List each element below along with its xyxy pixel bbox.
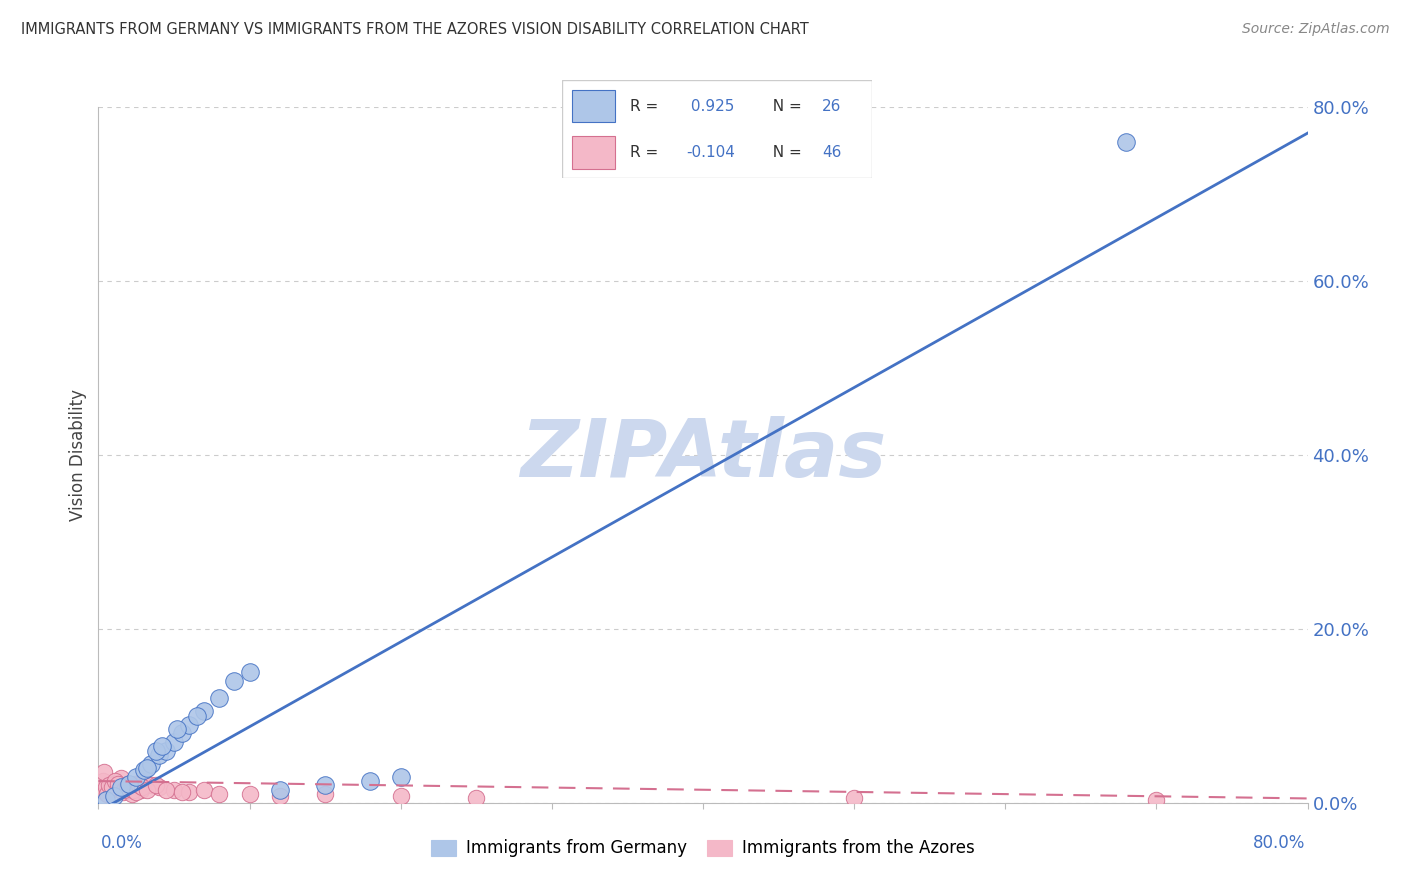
Point [111,785,134,799]
Point [155,782,177,797]
Text: IMMIGRANTS FROM GERMANY VS IMMIGRANTS FROM THE AZORES VISION DISABILITY CORRELAT: IMMIGRANTS FROM GERMANY VS IMMIGRANTS FR… [21,22,808,37]
Text: Source: ZipAtlas.com: Source: ZipAtlas.com [1241,22,1389,37]
Point [125,785,148,799]
Point [141,778,163,792]
Point [132,774,155,789]
Y-axis label: Vision Disability: Vision Disability [69,389,87,521]
Point [115,780,138,794]
Point [110,780,132,794]
Text: 80.0%: 80.0% [1253,834,1305,852]
Point [163,735,186,749]
Point [128,778,150,792]
Point [148,747,170,762]
Point [100,778,122,792]
Point [170,726,193,740]
Point [314,787,336,801]
Point [239,787,262,801]
Point [145,744,167,758]
Point [170,785,193,799]
Point [125,770,148,784]
Point [110,772,132,786]
Point [269,789,291,803]
Text: N =: N = [763,145,807,160]
Point [155,744,177,758]
Point [98,778,121,792]
Point [104,774,127,789]
Point [122,782,145,797]
Point [129,782,152,797]
Point [314,778,336,792]
Point [131,780,153,794]
Point [224,674,246,689]
Text: 46: 46 [823,145,842,160]
Point [150,739,173,754]
FancyBboxPatch shape [572,136,614,169]
FancyBboxPatch shape [562,80,872,178]
Point [112,782,135,797]
Text: R =: R = [630,145,664,160]
Point [179,717,201,731]
Text: 0.925: 0.925 [686,99,734,114]
Point [145,778,167,792]
Point [118,777,141,791]
Text: ZIPAtlas: ZIPAtlas [520,416,886,494]
Point [103,777,125,791]
Point [1115,135,1137,149]
Point [465,791,488,805]
Point [96,787,118,801]
Point [124,777,146,791]
Point [1144,793,1167,807]
Point [135,782,157,797]
Point [101,780,124,794]
Point [389,789,412,803]
Text: N =: N = [763,99,807,114]
Point [121,787,143,801]
Point [239,665,262,680]
Point [389,770,412,784]
Point [148,780,170,794]
Point [105,780,128,794]
Point [91,774,114,789]
Point [93,765,115,780]
Point [90,782,112,797]
Point [132,763,155,777]
Point [94,793,117,807]
Point [141,756,163,771]
Point [103,789,125,803]
Point [208,787,231,801]
Point [360,774,382,789]
Point [193,782,215,797]
Text: R =: R = [630,99,664,114]
Point [127,780,149,794]
Legend: Immigrants from Germany, Immigrants from the Azores: Immigrants from Germany, Immigrants from… [425,833,981,864]
Point [94,780,117,794]
Point [269,782,291,797]
Point [163,782,186,797]
Point [186,708,208,723]
Text: -0.104: -0.104 [686,145,735,160]
Point [118,782,141,797]
Point [114,778,136,792]
Point [108,782,131,797]
Point [135,761,157,775]
Point [179,785,201,799]
Point [844,791,866,805]
Point [120,778,142,792]
Text: 0.0%: 0.0% [101,834,143,852]
Point [166,722,188,736]
Text: 26: 26 [823,99,842,114]
Point [193,705,215,719]
Point [208,691,231,706]
FancyBboxPatch shape [572,90,614,122]
Point [107,777,129,791]
